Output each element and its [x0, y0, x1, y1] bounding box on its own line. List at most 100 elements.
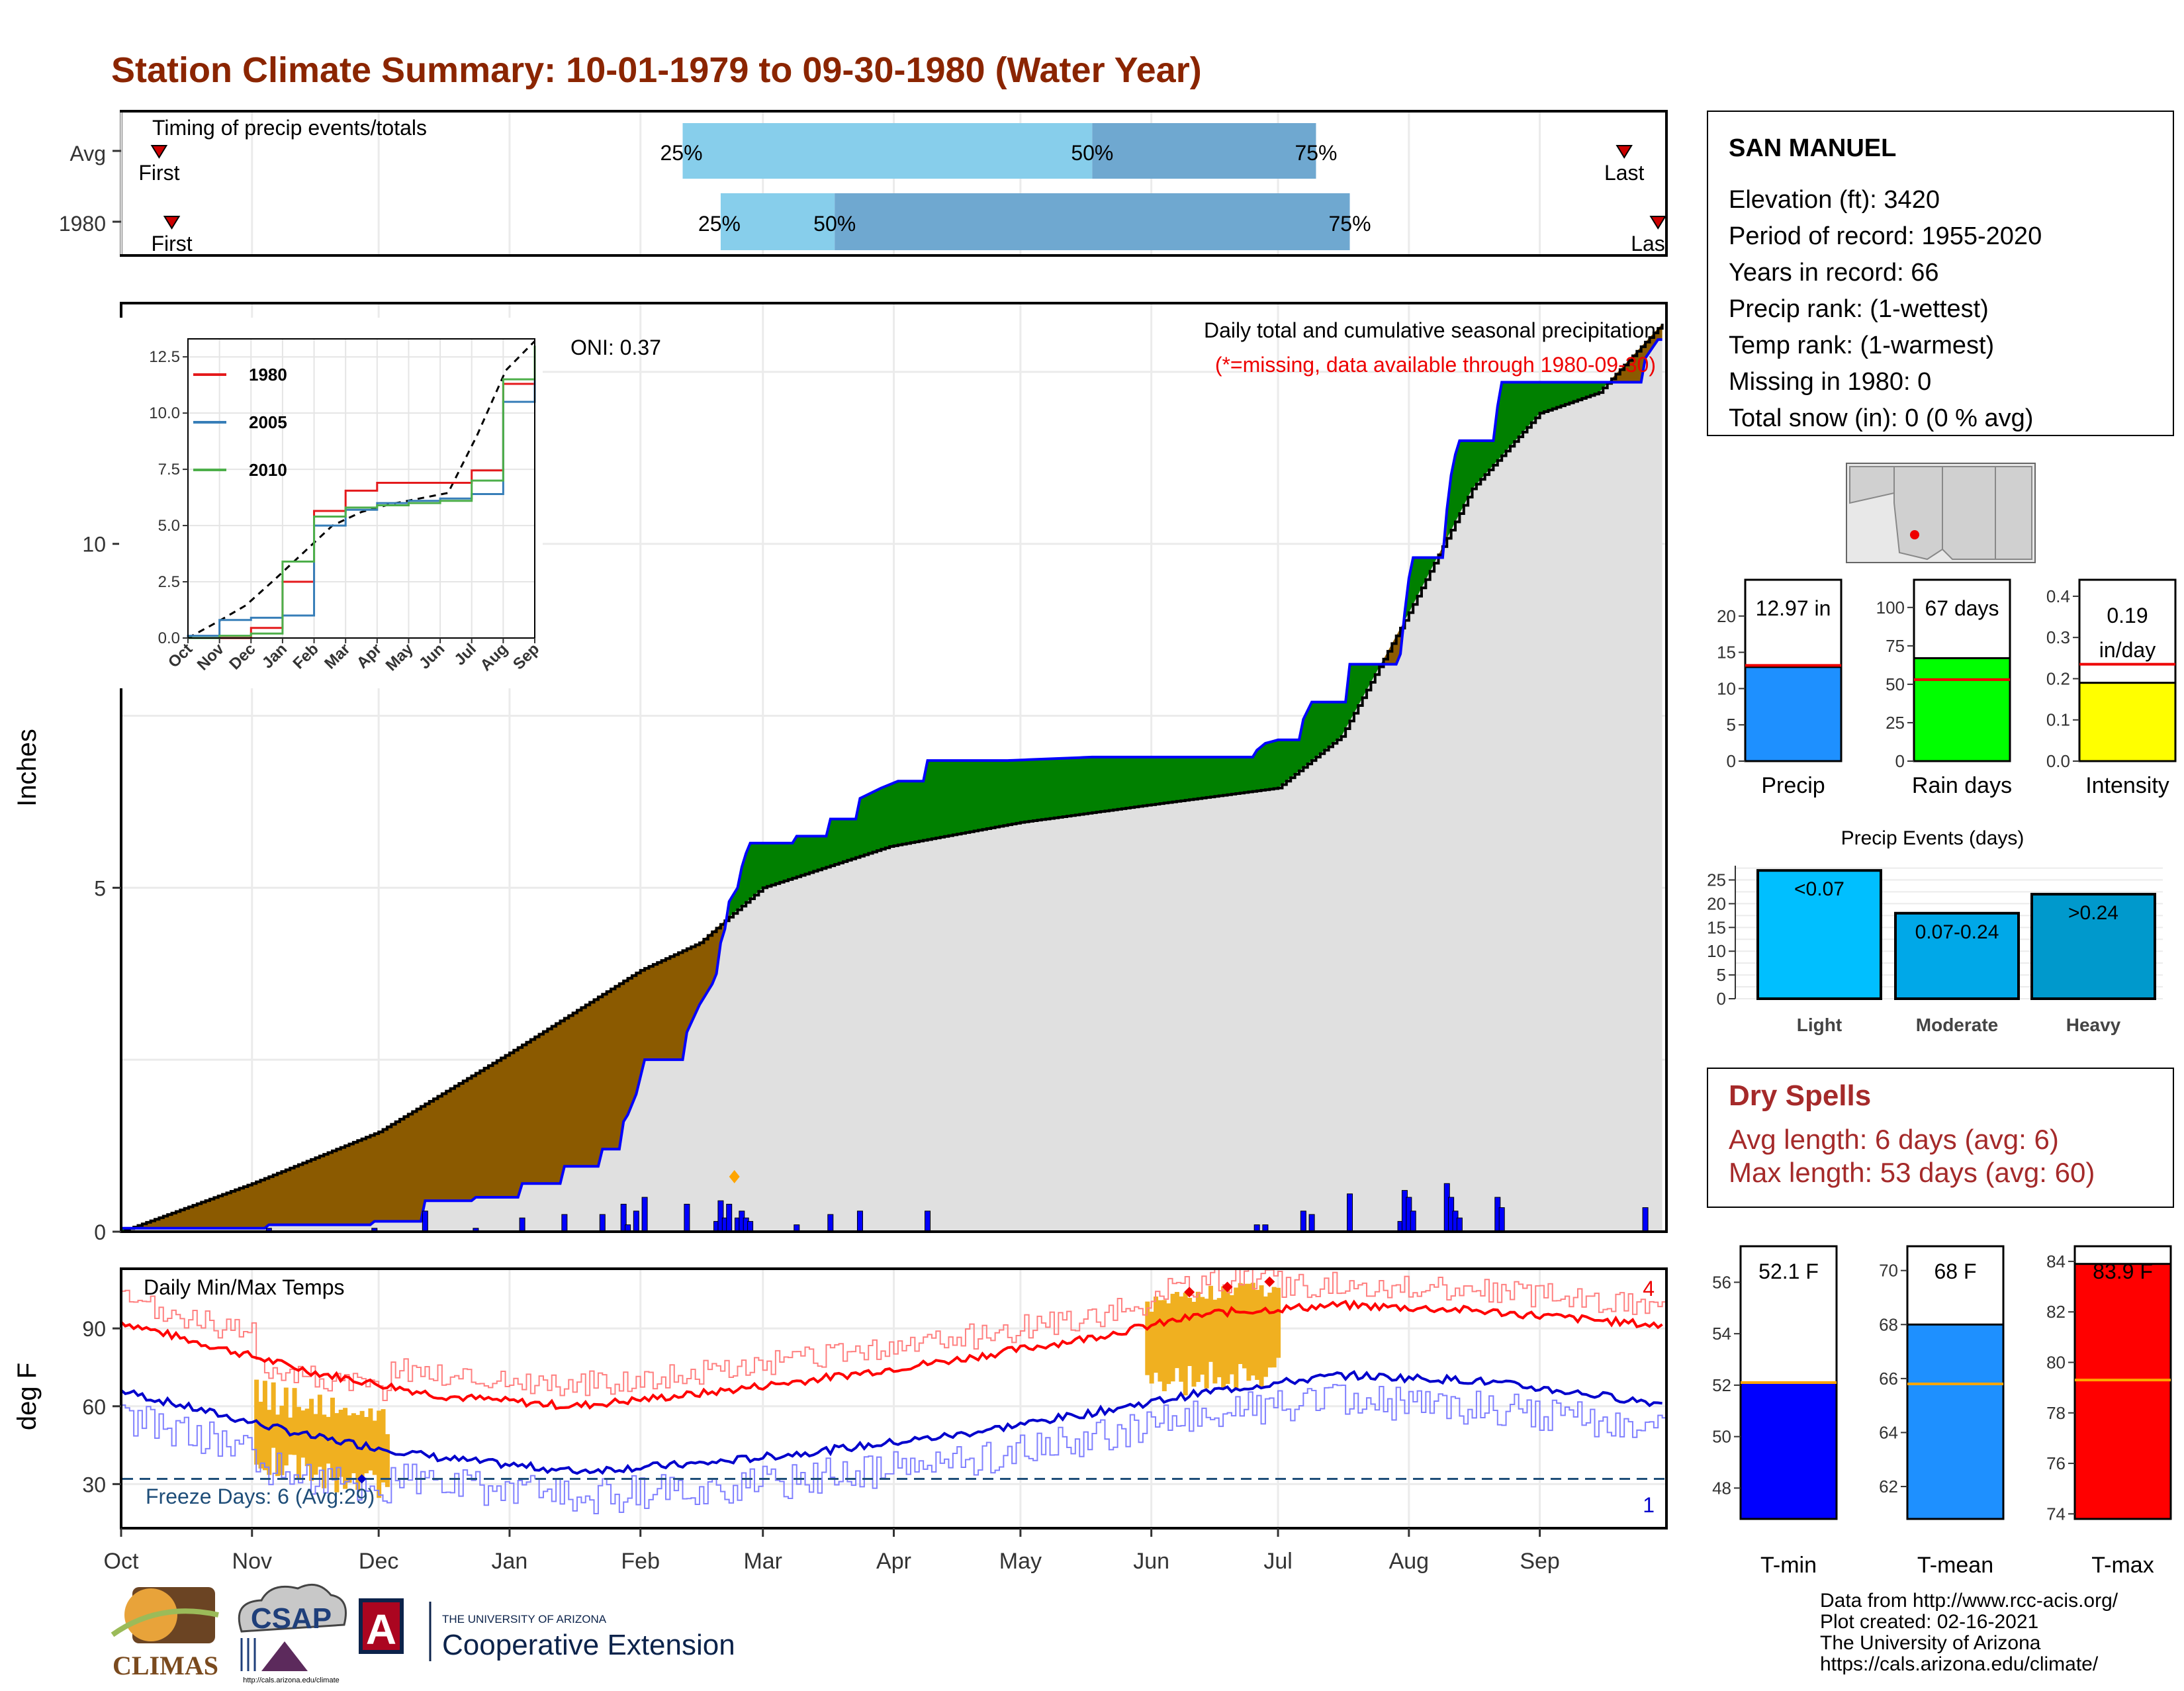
climas-logo[interactable]: CLIMAS	[111, 1587, 219, 1680]
station-line: Total snow (in): 0 (0 % avg)	[1729, 404, 2033, 432]
station-line: Temp rank: (1-warmest)	[1729, 332, 1994, 359]
temp-anomaly-bar	[347, 1415, 352, 1483]
ua-logo-big: Cooperative Extension	[442, 1629, 735, 1661]
precip-event-category: Light	[1797, 1015, 1842, 1035]
inset-ytick-label: 5.0	[158, 517, 180, 535]
temp-anomaly-bar	[343, 1408, 348, 1489]
inset-ytick-label: 0.0	[158, 629, 180, 647]
events-ytick-label: 0	[1717, 989, 1726, 1009]
daily-precip-bar	[1308, 1214, 1315, 1232]
temp-summary-tick-label: 64	[1879, 1422, 1898, 1442]
daily-precip-bar	[1300, 1211, 1306, 1232]
temp-ytick-label: 60	[82, 1395, 106, 1419]
csap-logo-text: CSAP	[251, 1602, 332, 1635]
temp-summary-tick-label: 66	[1879, 1369, 1898, 1389]
summary-bar-tick-label: 5	[1727, 715, 1736, 735]
temp-summary-tick-label: 70	[1879, 1261, 1898, 1281]
temp-summary-tick-label: 62	[1879, 1477, 1898, 1496]
daily-precip-bar	[856, 1211, 863, 1232]
temp-summary-bar	[1906, 1323, 2005, 1520]
daily-precip-bar	[599, 1214, 606, 1232]
temp-anomaly-bar	[296, 1406, 301, 1481]
above-average-fill	[1447, 379, 1612, 539]
daily-precip-bar	[1347, 1193, 1353, 1232]
station-line: Elevation (ft): 3420	[1729, 186, 1940, 214]
temp-anomaly-bar	[304, 1408, 310, 1467]
month-tick-label: Sep	[1520, 1549, 1560, 1574]
precip-events-panel: Precip Events (days) <0.07 Light 0.07-0.24…	[1707, 827, 2163, 1035]
temp-anomaly-bar	[1234, 1287, 1239, 1388]
locator-map	[1846, 463, 2036, 563]
temp-summary-bar	[2073, 1263, 2172, 1520]
summary-bar-tick-label: 50	[1886, 674, 1905, 694]
temp-summary-label: T-mean	[1917, 1553, 1993, 1578]
csap-logo[interactable]: CSAP http://cals.arizona.edu/climate	[238, 1583, 347, 1684]
temp-anomaly-bar	[322, 1414, 327, 1488]
temp-anomaly-bar	[1179, 1296, 1184, 1382]
temp-panel: 30 60 90 deg F Daily Min/Max Temps 4 1 Fre…	[13, 1267, 1668, 1574]
footer-line: Data from http://www.rcc-acis.org/	[1820, 1590, 2118, 1612]
station-line: Period of record: 1955-2020	[1729, 222, 2042, 250]
last-event-marker	[1615, 145, 1633, 159]
ua-cooperative-extension-logo[interactable]: A THE UNIVERSITY OF ARIZONA Cooperative …	[359, 1598, 735, 1661]
temp-summary-tick-label: 56	[1712, 1272, 1731, 1292]
temp-summary-tick-label: 82	[2046, 1302, 2066, 1322]
temp-ytick-label: 90	[82, 1317, 106, 1341]
inset-ytick-label: 12.5	[149, 348, 180, 366]
precip-event-value-label: >0.24	[2068, 902, 2118, 924]
station-box-frame	[1707, 111, 2174, 436]
average-cumulative-area	[121, 324, 1662, 1232]
temp-anomaly-bar	[279, 1405, 285, 1475]
events-ytick-label: 5	[1717, 965, 1726, 985]
summary-bar-value: 12.97 in	[1756, 596, 1831, 620]
average-min-line	[120, 1370, 1662, 1475]
observed-min-line	[121, 1384, 1666, 1514]
first-event-marker	[150, 145, 168, 159]
temp-anomaly-bar	[368, 1408, 373, 1471]
precip-subtitle: Daily total and cumulative seasonal prec…	[1204, 318, 1656, 342]
temp-anomaly-bar	[1276, 1287, 1281, 1358]
csap-mountain-icon	[261, 1641, 308, 1671]
precip-event-value-label: <0.07	[1794, 878, 1844, 900]
inset-legend-label: 1980	[249, 365, 287, 385]
temp-anomaly-bar	[1267, 1293, 1273, 1368]
footer-line: Plot created: 02-16-2021	[1820, 1611, 2038, 1633]
first-event-marker	[163, 216, 181, 230]
station-line: Years in record: 66	[1729, 259, 1939, 287]
quartile-bar-50-75	[835, 193, 1350, 250]
ua-logo-small: THE UNIVERSITY OF ARIZONA	[442, 1613, 607, 1625]
precip-event-bar	[2030, 893, 2156, 1000]
summary-bar-tick-label: 10	[1717, 678, 1736, 698]
temp-count-top: 4	[1643, 1277, 1655, 1301]
temp-anomaly-bar	[1166, 1303, 1171, 1385]
temp-anomaly-bar	[1149, 1311, 1154, 1384]
temp-anomaly-bar	[1246, 1283, 1251, 1381]
percent-50-label: 50%	[813, 212, 856, 236]
temp-summary-tick-label: 48	[1712, 1478, 1731, 1498]
daily-precip-bar	[747, 1220, 754, 1232]
summary-bar-label: Precip	[1761, 773, 1825, 798]
precip-event-bar	[1894, 911, 2020, 1001]
temp-anomaly-bar	[262, 1381, 267, 1471]
station-info-box: SAN MANUEL Elevation (ft): 3420 Period o…	[1707, 111, 2174, 436]
temp-ytick-label: 30	[82, 1473, 106, 1496]
temp-anomaly-bar	[1242, 1283, 1248, 1369]
summary-bar-label: Intensity	[2085, 773, 2169, 798]
daily-precip-bar	[684, 1203, 690, 1232]
map-state-shapes	[1849, 466, 2032, 561]
quartile-bar-25-50	[720, 193, 835, 250]
summary-bar	[2078, 682, 2177, 762]
temp-anomaly-bar	[385, 1434, 390, 1487]
freeze-days-label: Freeze Days: 6 (Avg:29)	[146, 1485, 375, 1508]
percent-25-label: 25%	[698, 212, 741, 236]
month-tick-label: Aug	[1389, 1549, 1430, 1574]
temp-heading: Daily Min/Max Temps	[144, 1275, 344, 1299]
temp-summary-tick-label: 80	[2046, 1352, 2066, 1372]
percent-50-label: 50%	[1071, 141, 1113, 165]
precip-events-title: Precip Events (days)	[1841, 827, 2025, 849]
month-tick-label: Jan	[492, 1549, 528, 1574]
quartile-bar-25-50	[682, 123, 1093, 179]
summary-bar-tick-label: 0.0	[2046, 751, 2070, 771]
dry-spells-title: Dry Spells	[1729, 1079, 1871, 1112]
